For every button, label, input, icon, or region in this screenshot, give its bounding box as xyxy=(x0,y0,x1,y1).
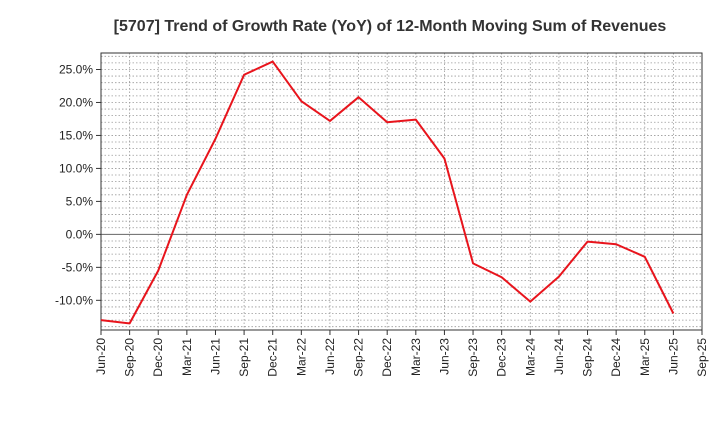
plot-border xyxy=(100,52,703,331)
x-tick-label: Sep-24 xyxy=(581,338,595,377)
x-tick-label: Sep-23 xyxy=(466,338,480,377)
x-tick-label: Dec-22 xyxy=(380,338,394,377)
x-tick-label: Dec-23 xyxy=(495,338,509,377)
plot-area xyxy=(101,53,702,330)
x-tick-label: Sep-25 xyxy=(695,338,709,377)
y-tick-label: 0.0% xyxy=(66,227,94,241)
y-tick-label: -10.0% xyxy=(55,293,93,307)
x-tick-label: Jun-23 xyxy=(437,338,451,375)
y-tick-label: 5.0% xyxy=(66,194,94,208)
vertical-gridlines xyxy=(129,53,674,330)
x-tick-label: Sep-22 xyxy=(352,338,366,377)
series-group xyxy=(100,60,675,325)
x-tick-label: Sep-20 xyxy=(123,338,137,377)
x-tick-label: Mar-25 xyxy=(638,338,652,376)
x-tick-label: Mar-21 xyxy=(180,338,194,376)
x-tick-label: Mar-24 xyxy=(523,338,537,376)
y-axis: -10.0% -5.0% 0.0% 5.0% 10.0% 15.0% 20.0% 25.0% xyxy=(55,62,101,307)
x-tick-label: Sep-21 xyxy=(237,338,251,377)
y-tick-label: 20.0% xyxy=(59,95,93,109)
x-tick-label: Jun-25 xyxy=(666,338,680,375)
x-tick-label: Dec-20 xyxy=(151,338,165,377)
x-tick-label: Jun-20 xyxy=(94,338,108,375)
x-tick-label: Jun-21 xyxy=(208,338,222,375)
x-tick-label: Jun-24 xyxy=(552,338,566,375)
chart-title: [5707] Trend of Growth Rate (YoY) of 12-… xyxy=(114,18,667,35)
y-tick-label: 15.0% xyxy=(59,128,93,142)
x-tick-label: Mar-23 xyxy=(409,338,423,376)
horizontal-gridlines xyxy=(101,55,702,328)
y-tick-label: 10.0% xyxy=(59,161,93,175)
x-tick-label: Mar-22 xyxy=(294,338,308,376)
y-tick-label: 25.0% xyxy=(59,62,93,76)
series-line xyxy=(100,60,675,325)
x-tick-label: Dec-21 xyxy=(266,338,280,377)
x-tick-label: Dec-24 xyxy=(609,338,623,377)
y-tick-label: -5.0% xyxy=(62,260,94,274)
x-tick-label: Jun-22 xyxy=(323,338,337,375)
x-axis: Jun-20 Sep-20 Dec-20 Mar-21 Jun-21 Sep-21 Dec-… xyxy=(94,330,709,377)
